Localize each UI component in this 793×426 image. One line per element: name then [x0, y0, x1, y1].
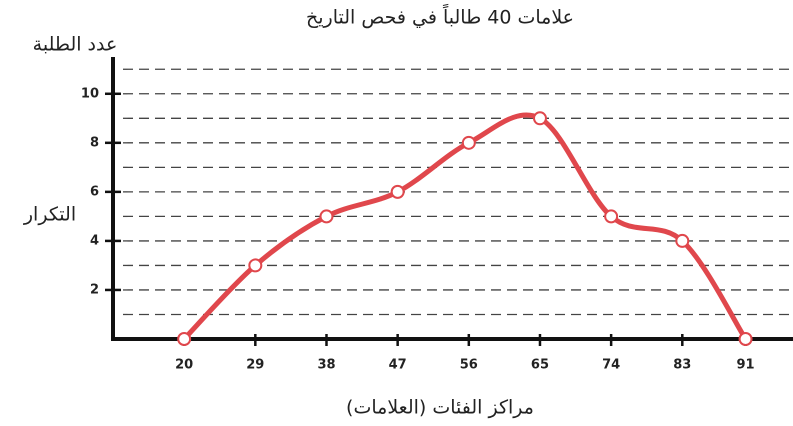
x-tick-label: 56	[460, 358, 478, 373]
x-tick-label: 74	[602, 358, 620, 373]
x-tick-label: 47	[389, 358, 407, 373]
y-label: التكرار	[23, 204, 76, 226]
x-label: مراكز الفئات (العلامات)	[346, 397, 534, 419]
point	[532, 111, 547, 126]
x-tick-label: 65	[531, 358, 549, 373]
point	[248, 258, 263, 273]
x-tick-label: 38	[317, 358, 335, 373]
y-tick-label: 2	[90, 282, 99, 297]
y-tick-label: 6	[90, 184, 99, 199]
y-tick-label: 8	[90, 135, 99, 150]
point	[319, 209, 334, 224]
x-tick-label: 29	[246, 358, 264, 373]
y-tick-label: 10	[81, 86, 99, 101]
chart-title: علامات 40 طالباً في فحص التاريخ	[306, 3, 574, 28]
x-tick-label: 91	[737, 358, 755, 373]
point	[461, 135, 476, 150]
y-tick-label: 4	[90, 233, 99, 248]
x-tick-label: 83	[673, 358, 691, 373]
point	[604, 209, 619, 224]
y-axis-title: عدد الطلبة	[33, 34, 118, 56]
point	[738, 332, 753, 346]
point	[390, 184, 405, 199]
point	[675, 233, 690, 248]
point	[177, 332, 192, 346]
x-tick-label: 20	[175, 358, 193, 373]
